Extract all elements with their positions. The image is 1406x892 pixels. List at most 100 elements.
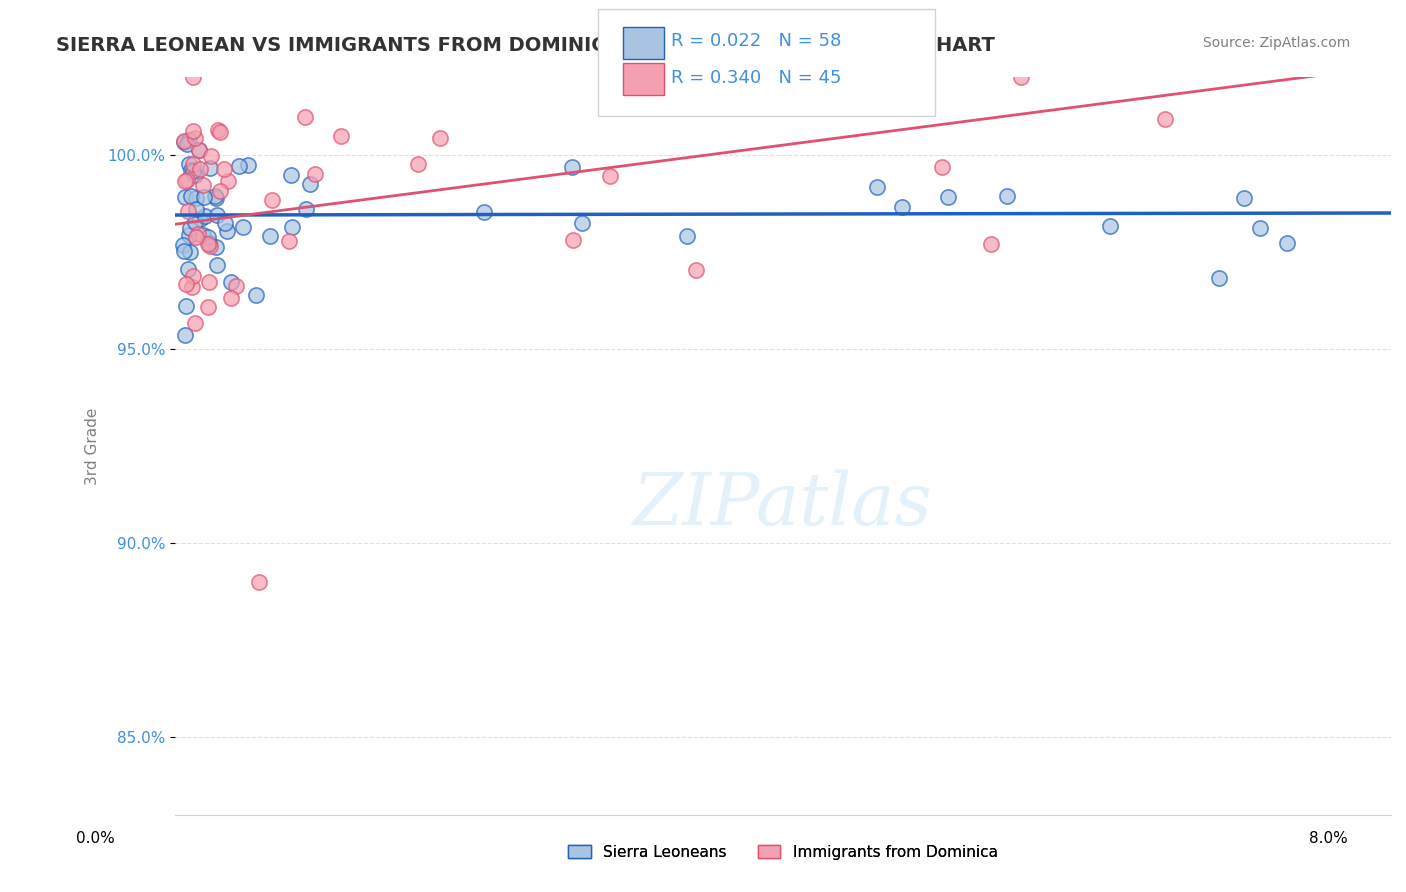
Point (866, 180, 889, 194)
Point (561, 160, 583, 174)
Point (188, 143, 211, 157)
Point (205, 191, 228, 205)
Point (205, 208, 228, 222)
Point (676, 229, 699, 244)
Point (205, 258, 228, 272)
Point (188, 211, 211, 226)
Point (184, 317, 207, 331)
Point (180, 162, 202, 177)
Point (188, 161, 211, 176)
Point (299, 178, 322, 192)
Text: 0.0%: 0.0% (76, 831, 115, 846)
Point (280, 168, 302, 182)
Point (184, 215, 207, 229)
Point (177, 204, 200, 219)
Point (193, 228, 215, 243)
Point (176, 299, 198, 313)
Point (198, 236, 221, 251)
Point (304, 168, 326, 182)
Point (188, 143, 211, 157)
Point (205, 239, 228, 253)
Point (184, 202, 207, 216)
Point (259, 229, 281, 244)
Point (177, 157, 200, 171)
Point (181, 123, 204, 137)
Point (859, 70, 882, 85)
Point (890, 200, 912, 214)
Text: 8.0%: 8.0% (1309, 831, 1348, 846)
Point (1249, 221, 1271, 235)
Point (174, 328, 197, 343)
Point (207, 123, 229, 137)
Point (198, 161, 221, 175)
Point (219, 291, 242, 305)
Point (228, 159, 250, 173)
Point (179, 245, 201, 260)
Point (329, 128, 352, 143)
Point (194, 210, 217, 224)
Point (980, 236, 1002, 251)
Point (281, 219, 304, 234)
Point (204, 189, 226, 203)
Point (225, 278, 247, 293)
Point (1277, 235, 1299, 250)
Text: R = 0.340   N = 45: R = 0.340 N = 45 (671, 69, 841, 87)
Point (184, 230, 207, 244)
Point (294, 202, 316, 216)
Text: R = 0.022   N = 58: R = 0.022 N = 58 (671, 32, 841, 50)
Point (173, 135, 195, 149)
Point (177, 261, 200, 276)
Point (181, 157, 204, 171)
Point (173, 174, 195, 188)
Point (219, 275, 242, 289)
Point (212, 161, 235, 176)
Point (1153, 112, 1175, 126)
Point (173, 134, 195, 148)
Point (260, 193, 283, 207)
Point (179, 133, 201, 147)
Point (294, 110, 316, 124)
Point (184, 191, 207, 205)
Point (472, 205, 495, 219)
Point (217, 224, 239, 238)
Point (232, 219, 254, 234)
Point (429, 130, 451, 145)
Point (562, 233, 585, 247)
Point (173, 244, 195, 258)
Point (176, 137, 198, 152)
Point (208, 125, 231, 139)
Point (1208, 271, 1230, 285)
Point (183, 163, 205, 178)
Point (931, 160, 953, 174)
Point (198, 239, 221, 253)
Point (685, 263, 707, 277)
Point (995, 188, 1018, 202)
Point (245, 288, 267, 302)
Point (184, 169, 207, 183)
Point (599, 169, 621, 183)
Point (172, 237, 194, 252)
Point (247, 574, 270, 589)
Point (236, 158, 259, 172)
Point (571, 216, 593, 230)
Point (183, 131, 205, 145)
Point (214, 216, 236, 230)
Point (197, 275, 219, 289)
Point (180, 189, 202, 203)
Point (406, 157, 429, 171)
Point (193, 189, 215, 203)
Point (197, 230, 219, 244)
Point (179, 220, 201, 235)
Point (217, 174, 239, 188)
Point (208, 184, 231, 198)
Point (177, 227, 200, 242)
Y-axis label: 3rd Grade: 3rd Grade (86, 408, 100, 484)
Point (936, 190, 959, 204)
Point (181, 280, 204, 294)
Point (181, 268, 204, 283)
Point (174, 277, 197, 292)
Point (187, 227, 209, 241)
Point (200, 149, 222, 163)
Point (183, 70, 205, 85)
Point (197, 237, 219, 252)
